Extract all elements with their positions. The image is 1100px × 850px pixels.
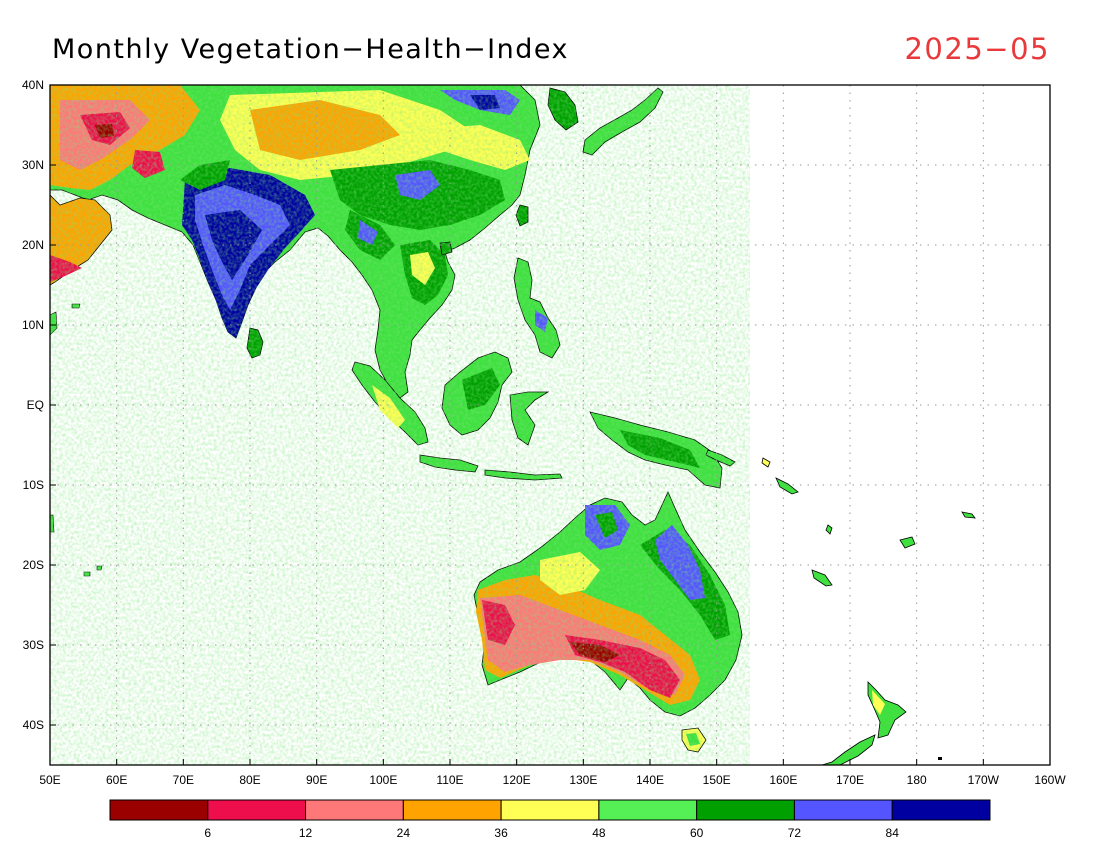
lat-tick-label: EQ [27,398,44,412]
lat-tick-label: 20S [23,558,44,572]
lat-tick-label: 30S [23,638,44,652]
lon-tick-label: 60E [106,773,127,787]
colorbar-swatch [207,799,307,821]
colorbar-swatch [793,799,893,821]
lon-tick-label: 50E [39,773,60,787]
colorbar-label: 24 [397,826,411,840]
lon-tick-label: 90E [306,773,327,787]
colorbar-swatch [500,799,600,821]
lon-tick-label: 160W [1034,773,1066,787]
lon-tick-label: 160E [769,773,797,787]
lon-tick-label: 170W [968,773,1000,787]
graticule [49,84,1051,765]
colorbar-swatch [402,799,502,821]
colorbar-label: 48 [592,826,606,840]
new-zealand-south [821,734,876,765]
landmasses [50,85,976,765]
lat-tick-label: 20N [22,238,44,252]
lon-tick-label: 130E [569,773,597,787]
lon-tick-label: 170E [836,773,864,787]
lat-tick-label: 10S [23,478,44,492]
colorbar-swatch [109,799,209,821]
latitude-labels: 40N 30N 20N 10N EQ 10S 20S 30S 40S [22,78,44,732]
lon-tick-label: 110E [436,773,463,787]
lon-tick-label: 70E [173,773,194,787]
lat-tick-label: 40N [22,78,44,92]
longitude-labels: 50E 60E 70E 80E 90E 100E 110E 120E 130E 140E 150E 1… [39,773,1066,787]
lon-tick-label: 100E [369,773,397,787]
colorbar: 6 12 24 36 48 60 72 84 [109,799,991,840]
colorbar-label: 84 [886,826,900,840]
lon-tick-label: 180 [907,773,927,787]
colorbar-label: 6 [204,826,211,840]
colorbar-swatch [305,799,404,821]
colorbar-swatch [598,799,698,821]
colorbar-label: 12 [299,826,313,840]
lon-tick-label: 150E [703,773,731,787]
colorbar-label: 36 [494,826,508,840]
lon-tick-label: 140E [636,773,664,787]
lat-tick-label: 40S [23,718,44,732]
colorbar-label: 72 [788,826,802,840]
colorbar-label: 60 [690,826,704,840]
lon-tick-label: 80E [239,773,260,787]
colorbar-swatch [891,799,991,821]
map-frame [49,84,1051,766]
map-date: 2025−05 [904,32,1050,66]
lat-tick-label: 30N [22,158,44,172]
lat-tick-label: 10N [22,318,44,332]
lon-tick-label: 120E [503,773,531,787]
map-title: Monthly Vegetation−Health−Index [52,34,570,65]
colorbar-swatch [696,799,795,821]
